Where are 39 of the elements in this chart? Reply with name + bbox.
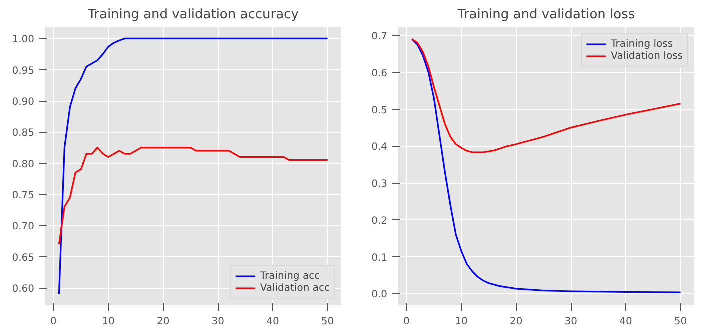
x-tick-label: 30 (212, 316, 225, 327)
x-tick-label: 0 (404, 316, 410, 327)
y-tick-label: 0.65 (12, 252, 34, 264)
y-tick-label: 0.4 (372, 142, 388, 154)
y-tick-label: 0.5 (372, 105, 388, 116)
x-tick-label: 20 (156, 316, 170, 327)
x-tick-label: 10 (455, 316, 468, 327)
y-tick-label: 0.95 (12, 66, 34, 77)
chart-title: Training and validation loss (456, 8, 636, 22)
chart-title: Training and validation accuracy (87, 8, 300, 22)
x-tick-label: 20 (510, 316, 523, 327)
x-tick-label: 40 (266, 316, 280, 327)
x-tick-label: 0 (50, 316, 57, 327)
legend-label: Validation acc (260, 282, 330, 294)
y-tick-label: 0.70 (12, 222, 34, 233)
x-tick-label: 40 (620, 316, 632, 327)
legend-label: Training acc (260, 270, 320, 282)
y-tick-label: 0.6 (372, 68, 388, 80)
y-tick-label: 0.2 (372, 216, 388, 227)
x-tick-label: 50 (321, 316, 334, 327)
line-series (58, 147, 329, 246)
x-tick-label: 30 (564, 316, 578, 327)
y-tick-label: 0.1 (372, 252, 388, 264)
y-tick-label: 0.90 (12, 97, 34, 108)
line-series (58, 38, 329, 296)
line-series (411, 38, 682, 154)
x-tick-label: 10 (102, 316, 115, 327)
y-tick-label: 0.85 (12, 128, 34, 140)
line-series (411, 38, 682, 294)
x-tick-label: 50 (674, 316, 688, 327)
y-tick-label: 0.80 (12, 159, 34, 170)
legend-label: Validation loss (611, 50, 683, 62)
legend-label: Training loss (611, 38, 674, 50)
y-tick-label: 0.0 (372, 290, 388, 301)
y-tick-label: 1.00 (12, 34, 34, 46)
y-tick-label: 0.75 (12, 190, 34, 202)
y-tick-label: 0.7 (372, 32, 388, 43)
y-tick-label: 0.3 (372, 179, 388, 190)
y-tick-label: 0.60 (12, 284, 34, 296)
